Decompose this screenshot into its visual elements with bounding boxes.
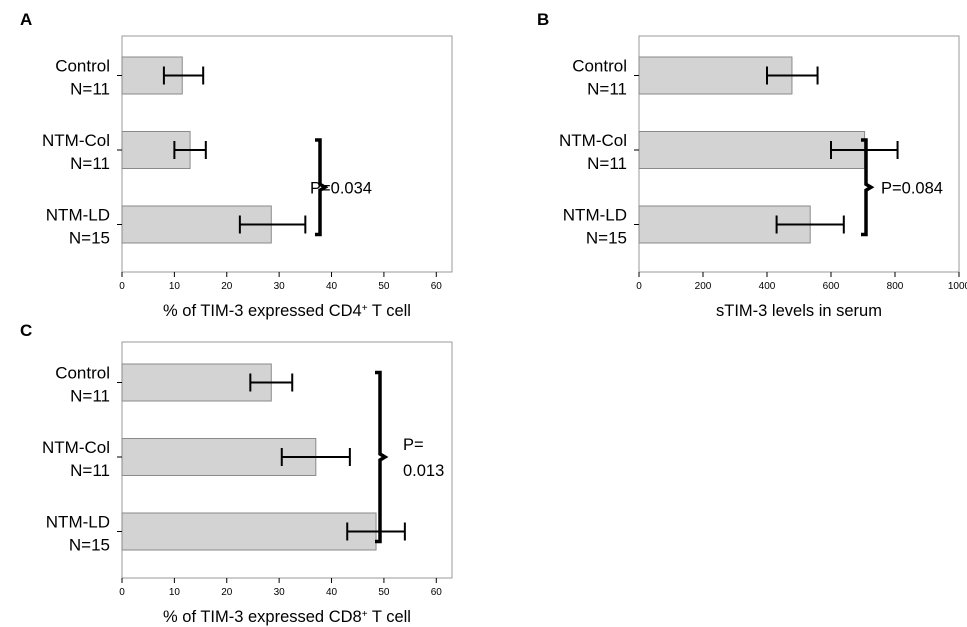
x-axis-label: % of TIM-3 expressed CD8+ T cell: [163, 608, 411, 626]
category-n-label: N=11: [70, 154, 110, 173]
x-tick-label: 0: [119, 587, 125, 598]
x-tick-label: 10: [169, 281, 181, 292]
x-tick-label: 30: [274, 281, 286, 292]
panel-b: B Control N=11 NTM-Col N=11 NTM-LD N=15 0 200 400…: [537, 10, 967, 320]
panel-label: A: [20, 10, 32, 29]
category-n-label: N=11: [70, 461, 110, 480]
category-n-label: N=15: [69, 229, 110, 248]
category-n-label: N=11: [70, 387, 110, 406]
category-label: NTM-Col: [42, 438, 110, 457]
p-value-label: P=: [403, 436, 424, 454]
panel-label: C: [20, 321, 32, 340]
x-axis-label: % of TIM-3 expressed CD4+ T cell: [163, 302, 411, 320]
x-tick-label: 30: [274, 587, 286, 598]
error-bar: [766, 66, 819, 85]
error-bar: [238, 215, 307, 234]
x-tick-label: 50: [378, 587, 390, 598]
category-label: NTM-Col: [559, 131, 627, 150]
x-tick-label: 800: [887, 281, 904, 292]
error-bar: [280, 448, 351, 466]
error-bar: [162, 66, 205, 85]
panel-c: C Control N=11 NTM-Col N=11 NTM-LD N=15 0 10 20 30…: [20, 321, 453, 626]
p-value-label: P=0.084: [881, 179, 943, 197]
error-bar: [775, 215, 845, 234]
error-bar: [346, 522, 406, 541]
category-label: NTM-LD: [46, 513, 110, 532]
category-label: NTM-Col: [42, 131, 110, 150]
panel-label: B: [537, 10, 549, 29]
error-bar: [249, 373, 294, 392]
x-tick-label: 10: [169, 587, 181, 598]
category-label: Control: [572, 57, 627, 76]
category-label: Control: [55, 57, 110, 76]
significance-bracket: [861, 138, 875, 237]
category-n-label: N=11: [587, 154, 627, 173]
category-n-label: N=11: [70, 80, 110, 99]
bar-control: [121, 363, 272, 402]
x-tick-label: 400: [759, 281, 776, 292]
x-tick-label: 600: [823, 281, 840, 292]
x-tick-label: 0: [636, 281, 642, 292]
error-bar: [173, 141, 207, 159]
category-n-label: N=15: [69, 536, 110, 555]
category-label: Control: [55, 364, 110, 383]
bar-ntm-ld: [121, 512, 377, 551]
x-tick-label: 60: [431, 281, 443, 292]
p-value-label: 0.013: [403, 462, 444, 480]
x-tick-label: 20: [221, 587, 233, 598]
significance-bracket: [315, 138, 329, 237]
x-tick-label: 200: [695, 281, 712, 292]
x-tick-label: 1000: [948, 281, 967, 292]
significance-bracket: [375, 370, 389, 544]
category-n-label: N=11: [587, 80, 627, 99]
x-tick-label: 50: [378, 281, 390, 292]
x-tick-label: 40: [326, 281, 338, 292]
x-tick-label: 20: [221, 281, 233, 292]
p-value-label: P=0.034: [310, 179, 372, 197]
x-tick-label: 60: [431, 587, 443, 598]
category-label: NTM-LD: [563, 206, 627, 225]
category-label: NTM-LD: [46, 206, 110, 225]
panel-a: A Control N=11 NTM-Col N=11 NTM-LD N=15 0 10 20 30…: [20, 10, 453, 320]
x-tick-label: 0: [119, 281, 125, 292]
x-axis-label: sTIM-3 levels in serum: [716, 302, 882, 320]
x-tick-label: 40: [326, 587, 338, 598]
category-n-label: N=15: [586, 229, 627, 248]
